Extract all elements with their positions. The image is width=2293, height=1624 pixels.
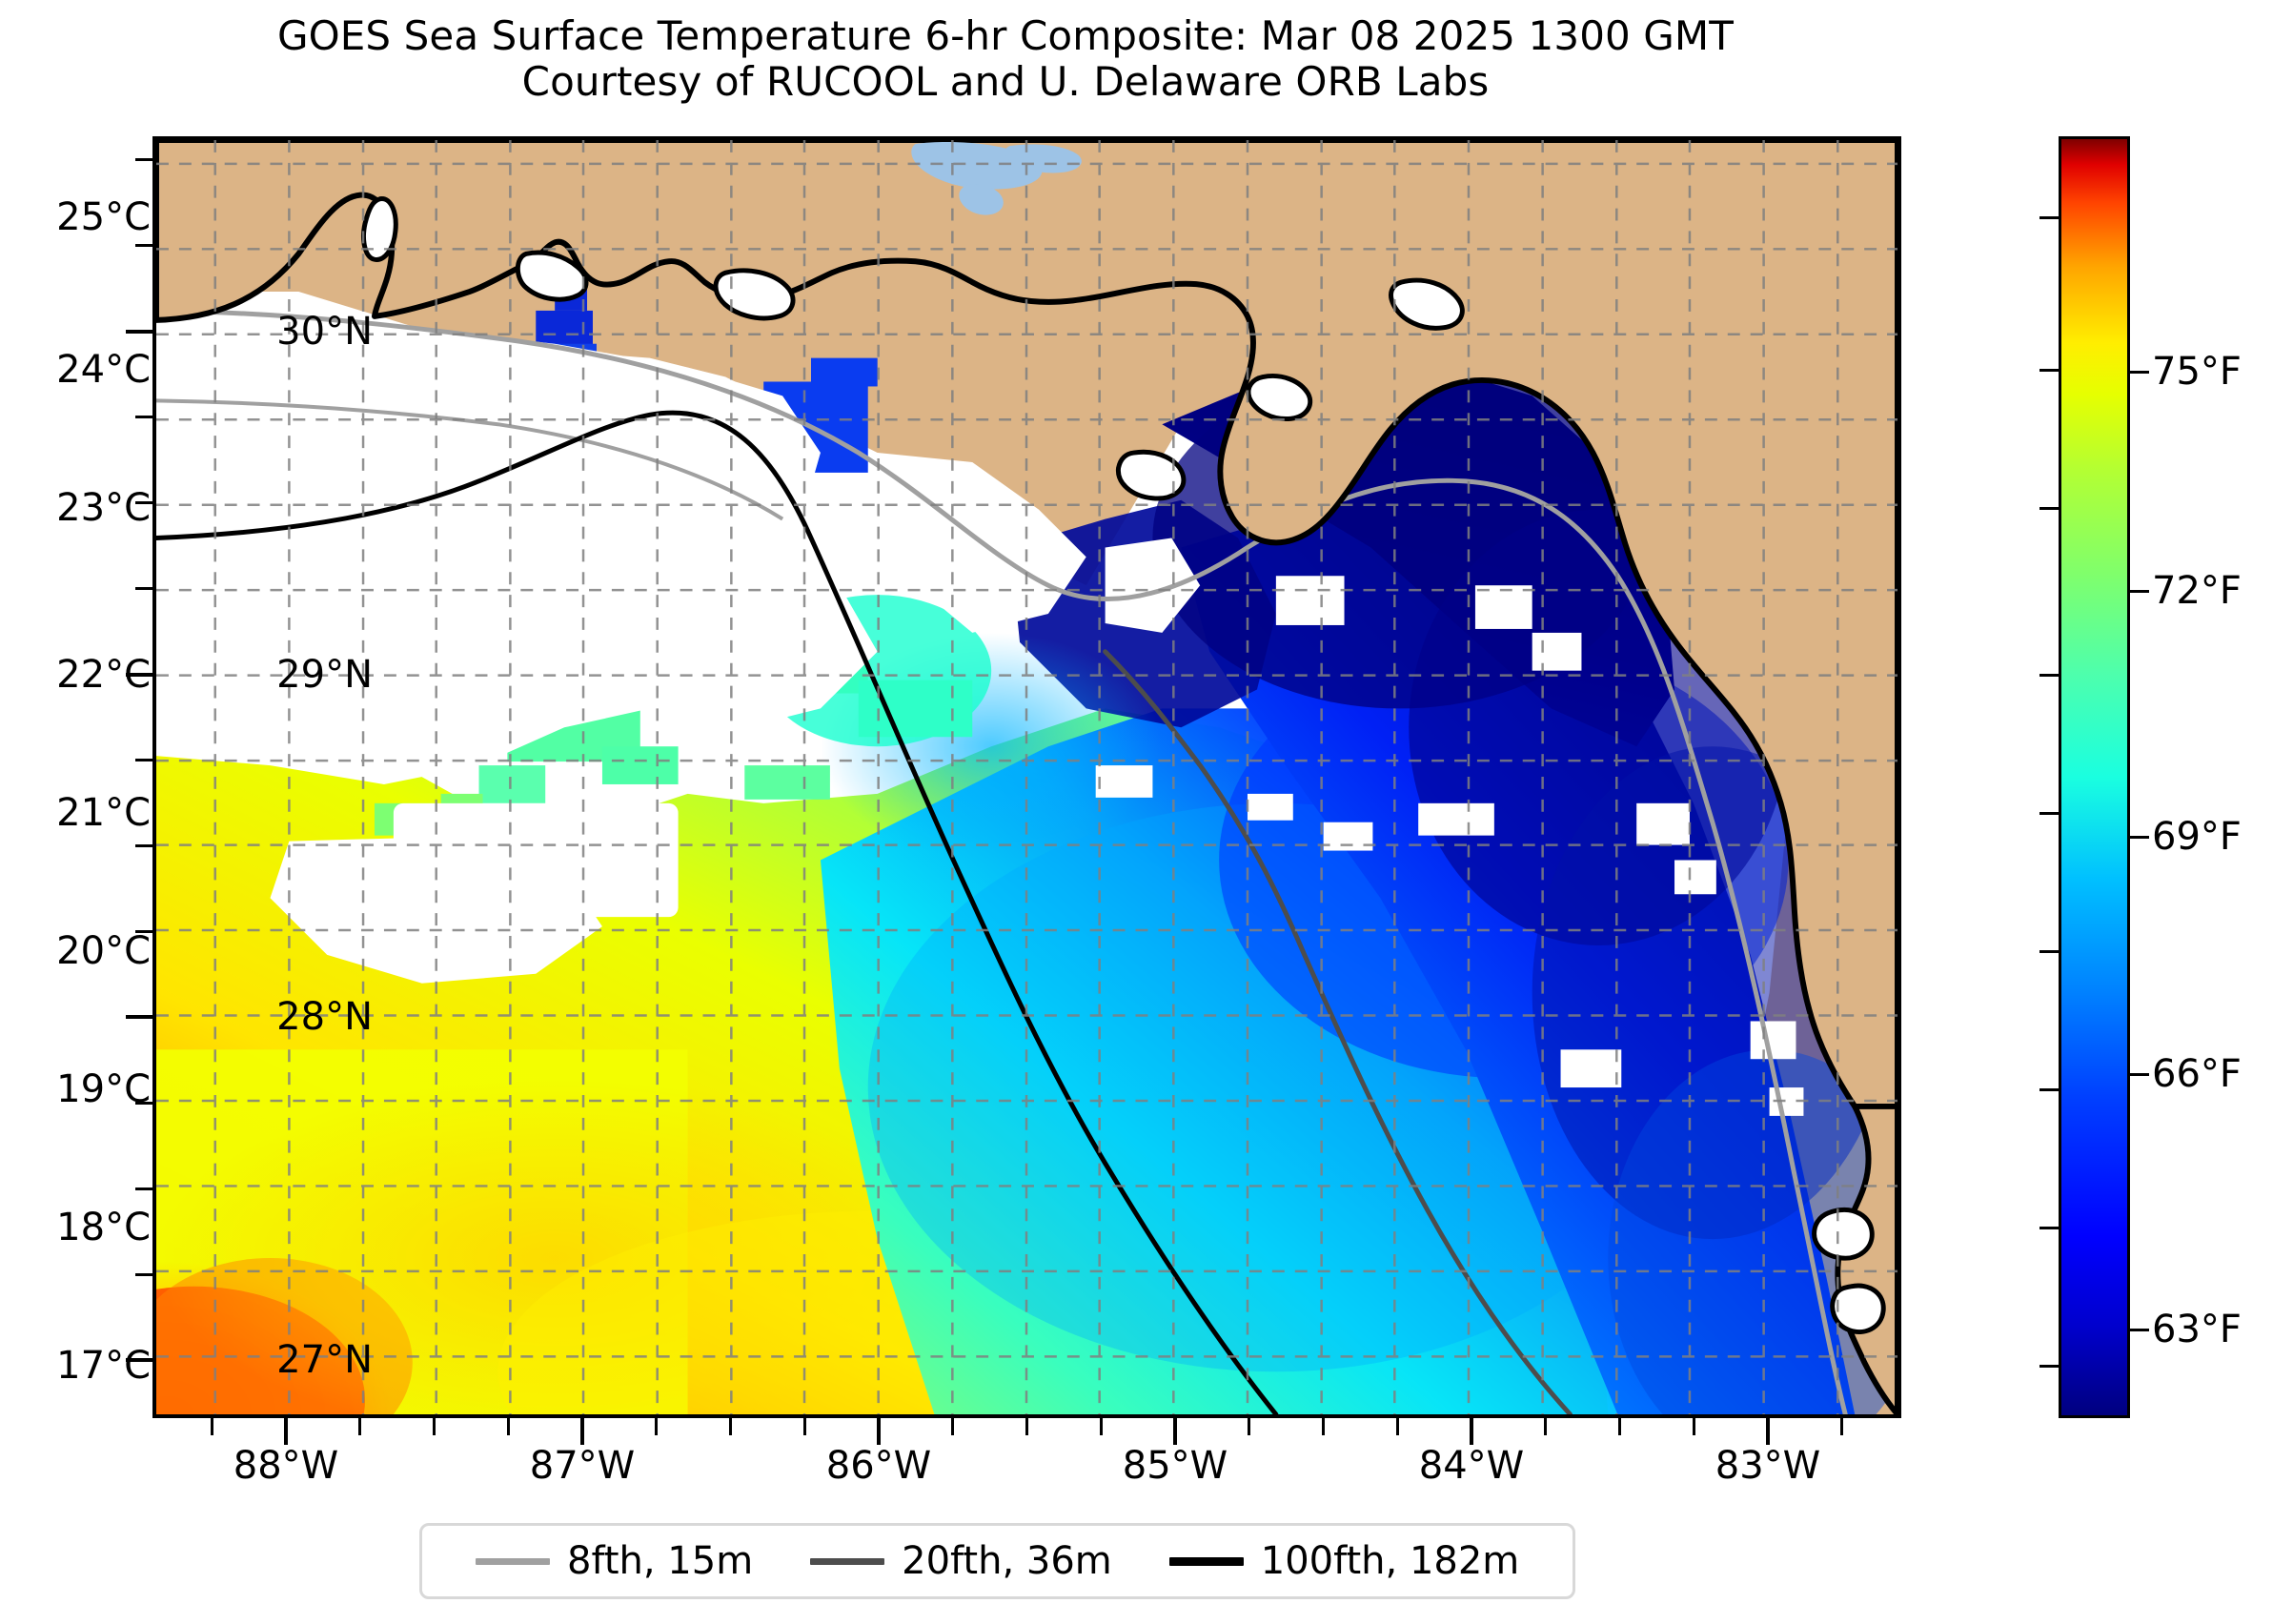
cbar-label-25c: 25°C <box>56 195 151 239</box>
ytick-label-30n: 30°N <box>276 310 373 354</box>
ytick-label-27n: 27°N <box>276 1338 373 1382</box>
cloud-nodata-mask <box>156 319 1804 1116</box>
xtick-label-84w: 84°W <box>1418 1444 1525 1488</box>
legend-label-100fth: 100fth, 182m <box>1260 1539 1520 1583</box>
cbar-label-69f: 69°F <box>2152 815 2242 859</box>
cbar-label-17c: 17°C <box>56 1344 151 1388</box>
legend-label-20fth: 20fth, 36m <box>902 1539 1112 1583</box>
land-polygons <box>156 140 1897 1414</box>
legend-item-20fth: 20fth, 36m <box>781 1539 1141 1583</box>
title-line-2: Courtesy of RUCOOL and U. Delaware ORB L… <box>521 58 1490 105</box>
cbar-label-19c: 19°C <box>56 1067 151 1111</box>
inland-lake-3 <box>959 184 1004 215</box>
ytick-label-28n: 28°N <box>276 995 373 1039</box>
legend-line-100fth-icon <box>1168 1556 1244 1566</box>
legend-label-8fth: 8fth, 15m <box>567 1539 754 1583</box>
cbar-label-75f: 75°F <box>2152 350 2242 394</box>
xtick-label-88w: 88°W <box>233 1444 339 1488</box>
sst-colorbar <box>2059 136 2130 1418</box>
cbar-label-63f: 63°F <box>2152 1308 2242 1351</box>
inland-lake-2 <box>1004 144 1082 173</box>
legend-line-8fth-icon <box>476 1557 550 1565</box>
cbar-label-24c: 24°C <box>56 348 151 392</box>
sst-map-canvas <box>156 140 1897 1414</box>
colorbar-gradient <box>2061 139 2127 1415</box>
legend-item-8fth: 8fth, 15m <box>447 1539 781 1583</box>
xtick-label-85w: 85°W <box>1122 1444 1228 1488</box>
xtick-label-86w: 86°W <box>825 1444 932 1488</box>
cbar-label-23c: 23°C <box>56 486 151 530</box>
bathymetry-legend: 8fth, 15m 20fth, 36m 100fth, 182m <box>419 1523 1576 1599</box>
cbar-label-18c: 18°C <box>56 1206 151 1249</box>
cbar-label-20c: 20°C <box>56 929 151 973</box>
figure-title: GOES Sea Surface Temperature 6-hr Compos… <box>0 13 2011 105</box>
cbar-label-21c: 21°C <box>56 791 151 835</box>
legend-item-100fth: 100fth, 182m <box>1141 1539 1549 1583</box>
title-line-1: GOES Sea Surface Temperature 6-hr Compos… <box>276 12 1735 59</box>
sst-map-axes <box>152 136 1901 1418</box>
xtick-label-87w: 87°W <box>529 1444 636 1488</box>
cbar-label-22c: 22°C <box>56 653 151 697</box>
cbar-label-66f: 66°F <box>2152 1052 2242 1096</box>
xtick-label-83w: 83°W <box>1715 1444 1821 1488</box>
cbar-label-72f: 72°F <box>2152 569 2242 613</box>
legend-line-20fth-icon <box>810 1557 885 1565</box>
ytick-label-29n: 29°N <box>276 653 373 697</box>
